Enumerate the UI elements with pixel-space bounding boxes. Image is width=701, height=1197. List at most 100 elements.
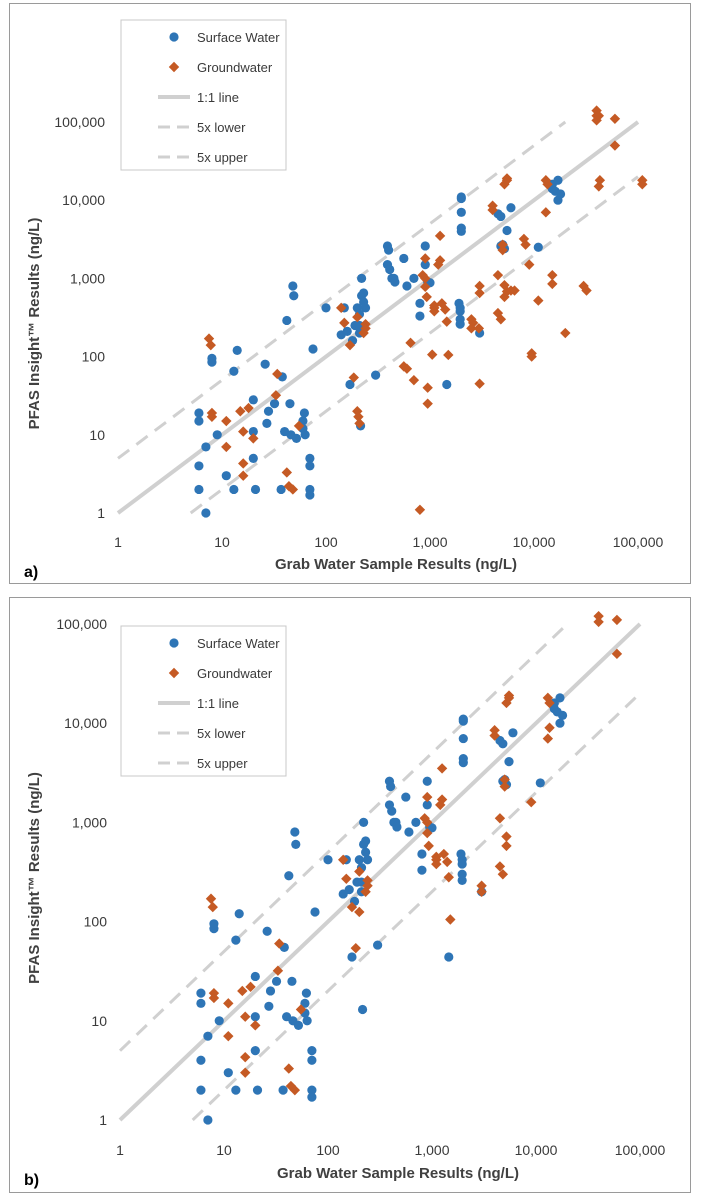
surface-water-point xyxy=(415,298,425,308)
x-tick-label: 100 xyxy=(316,1142,340,1158)
groundwater-point xyxy=(467,317,479,329)
x-tick-label: 100,000 xyxy=(613,534,664,550)
groundwater-point xyxy=(431,858,442,870)
groundwater-point xyxy=(427,349,438,360)
groundwater-point xyxy=(238,426,249,437)
groundwater-point xyxy=(492,269,504,281)
groundwater-point xyxy=(542,733,554,744)
chart-panel-a: 1 10 100 1,000 10,000 100,000 1 10 100 1,000 10,00… xyxy=(9,3,691,584)
surface-water-point xyxy=(457,859,467,869)
surface-water-point xyxy=(231,1085,241,1095)
groundwater-point xyxy=(441,316,452,327)
surface-water-point xyxy=(402,281,412,291)
groundwater-point xyxy=(593,181,605,192)
groundwater-point xyxy=(353,411,364,422)
surface-water-point xyxy=(386,781,396,792)
groundwater-point xyxy=(420,281,431,293)
groundwater-point xyxy=(354,418,365,429)
groundwater-point xyxy=(272,368,283,380)
surface-water-point xyxy=(361,847,371,857)
surface-water-point xyxy=(347,952,357,962)
surface-water-point xyxy=(301,988,312,998)
x-tick-label: 10,000 xyxy=(513,534,556,550)
y-tick-label: 100 xyxy=(84,914,108,930)
groundwater-point xyxy=(287,484,299,495)
legend-label-ground: Groundwater xyxy=(197,666,273,681)
groundwater-point xyxy=(335,302,347,314)
groundwater-point xyxy=(208,987,220,999)
surface-water-point xyxy=(502,225,512,236)
legend-label-upper: 5x upper xyxy=(197,756,248,771)
groundwater-point xyxy=(420,253,431,264)
groundwater-point xyxy=(434,230,446,242)
surface-water-point xyxy=(455,319,465,329)
surface-water-point xyxy=(342,326,352,337)
x-tick-label: 10 xyxy=(214,534,230,550)
surface-water-point xyxy=(231,935,241,945)
reference-line-5x-lower xyxy=(189,175,639,515)
x-axis-title: Grab Water Sample Results (ng/L) xyxy=(277,1165,519,1182)
surface-water-point xyxy=(345,379,355,390)
groundwater-point xyxy=(611,614,623,626)
y-tick-label: 1 xyxy=(99,1112,107,1128)
groundwater-point xyxy=(281,467,293,478)
groundwater-point xyxy=(540,207,552,218)
groundwater-point xyxy=(238,470,249,481)
surface-water-point xyxy=(392,822,402,832)
surface-water-point xyxy=(221,471,231,481)
groundwater-point xyxy=(235,406,246,417)
surface-water-point xyxy=(422,776,432,786)
groundwater-point xyxy=(240,1051,251,1063)
surface-water-point xyxy=(359,288,369,298)
surface-water-point xyxy=(420,260,430,270)
surface-water-point xyxy=(371,370,381,380)
groundwater-point xyxy=(593,110,605,122)
groundwater-point xyxy=(360,323,371,334)
groundwater-point xyxy=(401,363,413,374)
surface-water-point xyxy=(384,245,394,255)
groundwater-point xyxy=(423,840,434,852)
surface-water-point xyxy=(387,806,397,816)
surface-water-point xyxy=(209,919,219,929)
legend-box xyxy=(120,625,287,777)
surface-water-point xyxy=(455,306,465,316)
surface-water-point xyxy=(278,1085,288,1095)
surface-water-point xyxy=(293,1020,304,1030)
surface-water-point xyxy=(417,865,427,875)
surface-water-point xyxy=(362,855,373,865)
legend-label-surface: Surface Water xyxy=(197,30,280,45)
surface-water-point xyxy=(533,242,543,252)
surface-water-point xyxy=(427,823,437,833)
surface-water-point xyxy=(300,998,310,1008)
groundwater-point xyxy=(405,337,416,349)
groundwater-point xyxy=(609,140,621,151)
groundwater-point xyxy=(341,873,352,885)
surface-water-point xyxy=(285,399,295,409)
surface-water-point xyxy=(496,211,506,222)
groundwater-point xyxy=(422,791,433,803)
groundwater-point xyxy=(337,854,349,865)
groundwater-point xyxy=(270,390,282,401)
y-tick-label: 10,000 xyxy=(62,192,105,208)
surface-water-point xyxy=(263,406,274,416)
surface-water-point xyxy=(248,426,258,437)
groundwater-point xyxy=(238,458,249,469)
surface-water-point xyxy=(399,253,409,264)
surface-water-point xyxy=(223,1068,233,1078)
surface-water-point xyxy=(456,226,466,236)
y-tick-label: 1,000 xyxy=(72,814,107,830)
groundwater-point xyxy=(295,1004,307,1015)
surface-water-point xyxy=(385,264,395,275)
surface-water-point xyxy=(422,800,432,810)
groundwater-point xyxy=(248,433,259,444)
surface-water-point xyxy=(196,988,206,998)
groundwater-point xyxy=(223,1030,234,1042)
groundwater-point xyxy=(221,415,232,427)
surface-water-point xyxy=(535,778,545,788)
surface-water-point xyxy=(250,1012,260,1022)
legend-label-one-to-one: 1:1 line xyxy=(197,696,239,711)
groundwater-point xyxy=(501,831,512,842)
groundwater-point xyxy=(223,998,234,1009)
surface-water-point xyxy=(194,484,204,495)
surface-water-point xyxy=(458,716,468,726)
